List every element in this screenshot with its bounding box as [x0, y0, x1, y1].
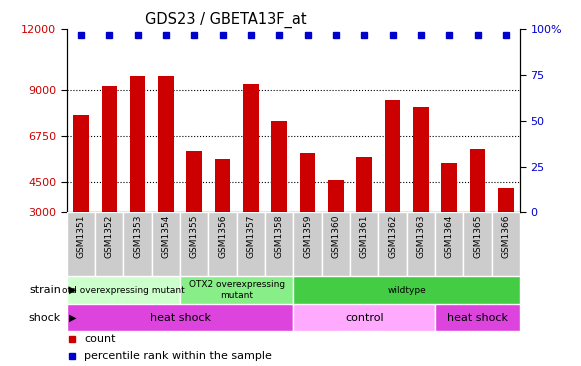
- Text: GSM1360: GSM1360: [331, 214, 340, 258]
- Text: GSM1356: GSM1356: [218, 214, 227, 258]
- FancyBboxPatch shape: [180, 212, 209, 276]
- Bar: [271, 121, 287, 212]
- FancyBboxPatch shape: [378, 212, 407, 276]
- Text: GSM1355: GSM1355: [190, 214, 199, 258]
- Text: GSM1362: GSM1362: [388, 214, 397, 258]
- Text: heat shock: heat shock: [150, 313, 210, 322]
- FancyBboxPatch shape: [67, 276, 180, 304]
- FancyBboxPatch shape: [293, 304, 435, 331]
- FancyBboxPatch shape: [180, 276, 293, 304]
- Bar: [187, 151, 202, 212]
- FancyBboxPatch shape: [237, 212, 265, 276]
- Text: GSM1358: GSM1358: [275, 214, 284, 258]
- Bar: [469, 149, 485, 212]
- FancyBboxPatch shape: [293, 212, 322, 276]
- Text: GSM1366: GSM1366: [501, 214, 510, 258]
- Bar: [442, 164, 457, 212]
- Bar: [498, 188, 514, 212]
- Text: GSM1363: GSM1363: [417, 214, 425, 258]
- FancyBboxPatch shape: [152, 212, 180, 276]
- Text: GSM1351: GSM1351: [77, 214, 85, 258]
- Text: otd overexpressing mutant: otd overexpressing mutant: [62, 285, 185, 295]
- Text: GSM1352: GSM1352: [105, 214, 114, 258]
- Text: control: control: [345, 313, 383, 322]
- FancyBboxPatch shape: [464, 212, 492, 276]
- FancyBboxPatch shape: [123, 212, 152, 276]
- Text: GSM1357: GSM1357: [246, 214, 256, 258]
- Bar: [356, 157, 372, 212]
- Text: GSM1365: GSM1365: [473, 214, 482, 258]
- Bar: [73, 115, 89, 212]
- Bar: [102, 86, 117, 212]
- Title: GDS23 / GBETA13F_at: GDS23 / GBETA13F_at: [145, 12, 306, 28]
- Bar: [130, 76, 145, 212]
- FancyBboxPatch shape: [67, 304, 293, 331]
- FancyBboxPatch shape: [209, 212, 237, 276]
- Text: percentile rank within the sample: percentile rank within the sample: [84, 351, 272, 361]
- Bar: [215, 160, 231, 212]
- Text: OTX2 overexpressing
mutant: OTX2 overexpressing mutant: [189, 280, 285, 300]
- FancyBboxPatch shape: [265, 212, 293, 276]
- FancyBboxPatch shape: [492, 212, 520, 276]
- FancyBboxPatch shape: [407, 212, 435, 276]
- Text: count: count: [84, 335, 116, 344]
- Text: strain: strain: [29, 285, 61, 295]
- Bar: [328, 180, 344, 212]
- FancyBboxPatch shape: [95, 212, 123, 276]
- Bar: [300, 153, 315, 212]
- FancyBboxPatch shape: [350, 212, 378, 276]
- Text: heat shock: heat shock: [447, 313, 508, 322]
- Bar: [243, 84, 259, 212]
- Text: GSM1354: GSM1354: [162, 214, 170, 258]
- Text: shock: shock: [28, 313, 61, 322]
- Text: ▶: ▶: [69, 285, 76, 295]
- Text: GSM1361: GSM1361: [360, 214, 369, 258]
- Text: wildtype: wildtype: [388, 285, 426, 295]
- Text: GSM1353: GSM1353: [133, 214, 142, 258]
- Text: GSM1364: GSM1364: [444, 214, 454, 258]
- Bar: [385, 100, 400, 212]
- FancyBboxPatch shape: [293, 276, 520, 304]
- Text: ▶: ▶: [69, 313, 76, 322]
- Bar: [158, 76, 174, 212]
- FancyBboxPatch shape: [435, 212, 464, 276]
- FancyBboxPatch shape: [435, 304, 520, 331]
- FancyBboxPatch shape: [322, 212, 350, 276]
- Text: GSM1359: GSM1359: [303, 214, 312, 258]
- FancyBboxPatch shape: [67, 212, 95, 276]
- Bar: [413, 107, 429, 212]
